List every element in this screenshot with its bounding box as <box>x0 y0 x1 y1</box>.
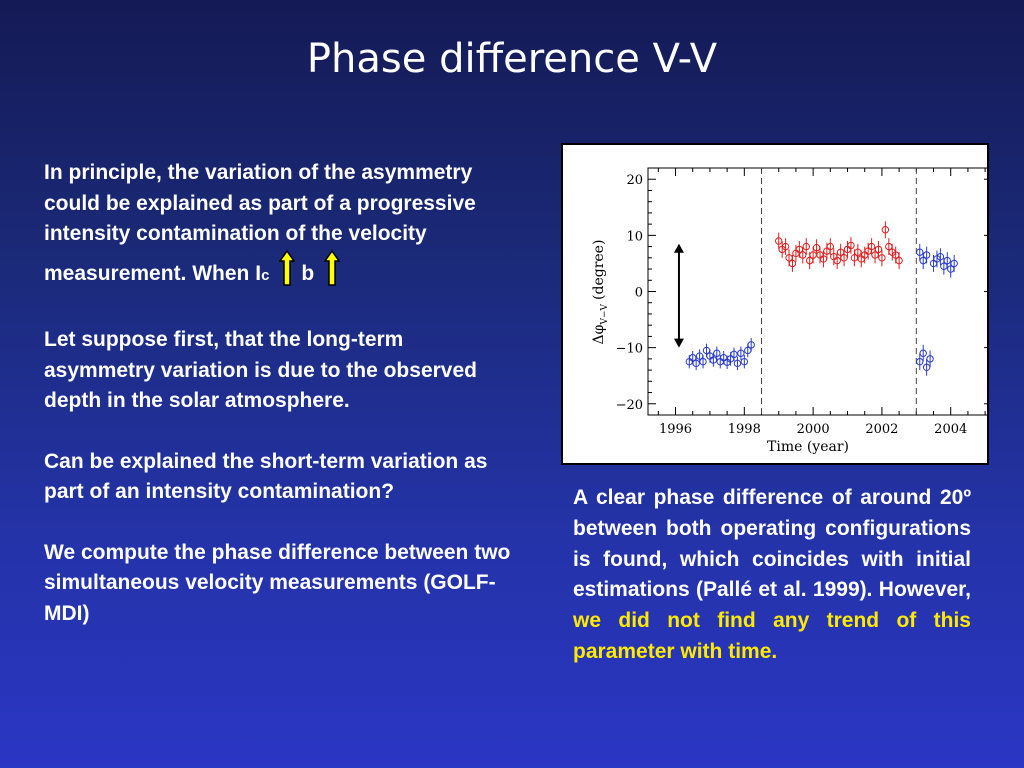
paragraph-1-b: b <box>301 261 315 285</box>
paragraph-1-text: In principle, the variation of the asymm… <box>44 161 476 285</box>
y-tick-label: −10 <box>616 342 643 357</box>
y-axis-label-main: Δφ <box>591 324 607 344</box>
data-point <box>847 241 855 250</box>
chart-svg: 1996 1998 2000 2002 2004 20 10 0 −10 −20 Time (ye… <box>591 167 987 455</box>
data-point <box>802 242 810 251</box>
result-highlight: we did not find any trend of this parame… <box>573 609 971 663</box>
data-point <box>936 252 945 261</box>
data-point <box>692 359 700 368</box>
paragraph-golf-mdi: We compute the phase difference between … <box>44 540 511 625</box>
up-arrow-icon <box>278 249 296 296</box>
x-tick-label: 1996 <box>659 422 692 437</box>
data-point <box>919 349 927 357</box>
data-point <box>799 251 807 259</box>
right-text-column: A clear phase difference of around 20º b… <box>573 483 971 668</box>
phase-difference-chart: 1996 1998 2000 2002 2004 20 10 0 −10 −20 Time (ye… <box>561 143 989 465</box>
data-point <box>713 349 721 357</box>
y-axis-label-group: ΔφV−V (degree) <box>591 240 610 345</box>
data-point <box>740 357 749 366</box>
paragraph-intensity-contamination: In principle, the variation of the asymm… <box>44 158 516 295</box>
data-point <box>881 226 890 234</box>
data-point <box>895 256 903 265</box>
left-text-column: In principle, the variation of the asymm… <box>44 158 516 659</box>
x-axis-label: Time (year) <box>767 439 849 455</box>
vertical-divider-lines <box>761 168 917 415</box>
data-point <box>699 357 707 366</box>
y-tick-label: 0 <box>635 286 643 301</box>
data-point <box>737 349 745 357</box>
data-point <box>747 341 755 349</box>
annotation-arrow <box>673 243 684 348</box>
data-point <box>788 259 797 268</box>
plot-frame <box>647 167 987 416</box>
y-tick-label: 20 <box>626 173 643 188</box>
y-axis-label-unit: (degree) <box>591 240 607 300</box>
data-point <box>950 259 958 268</box>
data-point <box>926 355 934 363</box>
data-point <box>826 242 835 251</box>
up-arrow-icon <box>323 249 341 296</box>
data-point <box>916 357 924 366</box>
data-points <box>685 221 958 376</box>
data-point <box>878 254 886 262</box>
data-point <box>730 350 738 359</box>
subscript-c: c <box>261 266 270 284</box>
result-text: A clear phase difference of around 20º b… <box>573 486 971 602</box>
x-tick-label: 2004 <box>934 422 967 437</box>
annotation-arrow-head-down <box>673 338 684 348</box>
data-point <box>922 251 931 259</box>
paragraph-short-term: Can be explained the short-term variatio… <box>44 449 488 504</box>
data-point <box>781 242 790 251</box>
x-tick-label: 2000 <box>797 422 830 437</box>
y-axis-label: ΔφV−V (degree) <box>591 240 610 345</box>
paragraph-long-term: Let suppose first, that the long-term as… <box>44 328 477 412</box>
y-tick-label: 10 <box>626 229 643 244</box>
y-tick-label: −20 <box>616 398 643 413</box>
data-point <box>733 359 742 368</box>
slide-title: Phase difference V-V <box>306 36 718 82</box>
annotation-arrow-head-up <box>673 243 684 253</box>
axis-ticks: 1996 1998 2000 2002 2004 20 10 0 −10 −20 <box>616 168 987 437</box>
x-tick-label: 2002 <box>865 422 898 437</box>
x-tick-label: 1998 <box>728 422 761 437</box>
y-axis-label-sub: V−V <box>600 303 610 325</box>
